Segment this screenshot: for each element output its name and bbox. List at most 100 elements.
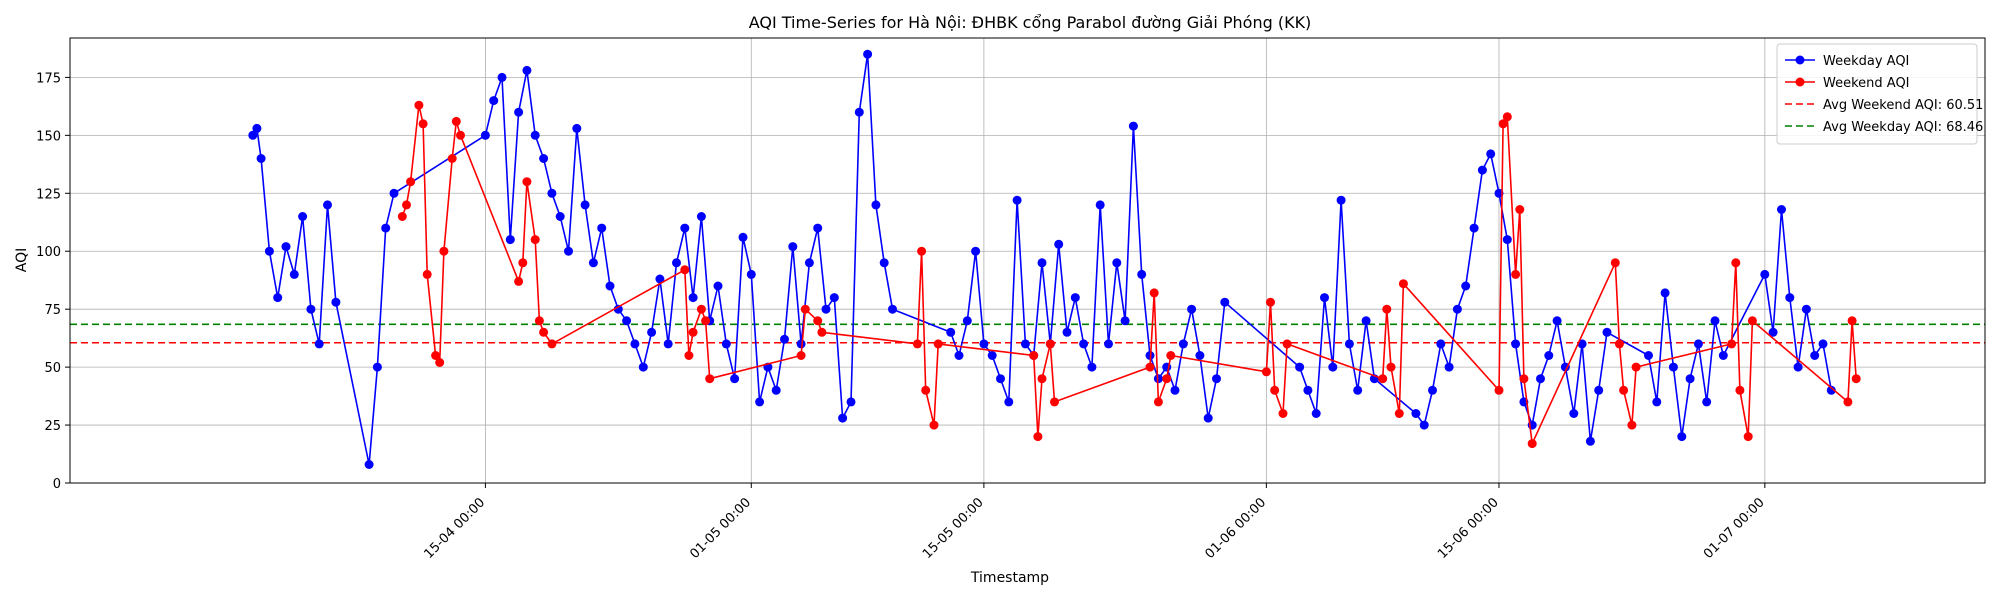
data-point bbox=[630, 339, 640, 349]
data-point bbox=[705, 374, 715, 384]
data-point bbox=[1149, 288, 1159, 298]
data-point bbox=[572, 123, 582, 133]
data-point bbox=[381, 223, 391, 233]
data-point bbox=[1847, 316, 1857, 326]
y-tick-label: 125 bbox=[36, 187, 61, 202]
data-point bbox=[1826, 385, 1836, 395]
data-point bbox=[613, 304, 623, 314]
data-point bbox=[1610, 258, 1620, 268]
data-point bbox=[888, 304, 897, 314]
data-point bbox=[248, 130, 258, 140]
data-point bbox=[954, 351, 964, 360]
data-point bbox=[800, 304, 810, 314]
data-point bbox=[1203, 413, 1213, 423]
data-point bbox=[1282, 339, 1292, 349]
data-point bbox=[1037, 374, 1047, 384]
data-point bbox=[281, 242, 291, 252]
data-point bbox=[688, 327, 698, 337]
data-point bbox=[402, 200, 411, 210]
x-tick-label: 15-04 00:00 bbox=[421, 495, 488, 562]
data-point bbox=[1386, 362, 1396, 372]
data-point bbox=[1112, 258, 1122, 268]
data-point bbox=[1436, 339, 1446, 349]
data-point bbox=[701, 316, 711, 326]
data-point bbox=[1178, 339, 1188, 349]
x-tick-label: 01-07 00:00 bbox=[1701, 495, 1768, 562]
data-point bbox=[505, 235, 515, 245]
data-point bbox=[804, 258, 814, 268]
data-point bbox=[1087, 362, 1097, 372]
data-point bbox=[1037, 258, 1047, 268]
data-point bbox=[1685, 374, 1695, 384]
y-tick-label: 175 bbox=[36, 71, 61, 86]
data-point bbox=[1519, 374, 1529, 384]
data-point bbox=[1361, 316, 1371, 326]
data-point bbox=[796, 351, 806, 360]
data-point bbox=[514, 107, 524, 117]
data-point bbox=[364, 460, 374, 469]
data-point bbox=[1544, 351, 1554, 360]
data-point bbox=[863, 49, 873, 59]
data-point bbox=[1162, 374, 1172, 384]
data-point bbox=[1212, 374, 1221, 384]
data-point bbox=[780, 334, 789, 344]
data-point bbox=[1145, 362, 1155, 372]
data-point bbox=[696, 304, 706, 314]
data-point bbox=[588, 258, 598, 268]
data-point bbox=[1278, 409, 1288, 418]
data-point bbox=[962, 316, 972, 326]
data-point bbox=[264, 246, 274, 256]
data-point bbox=[647, 327, 657, 337]
data-point bbox=[684, 351, 694, 360]
data-point bbox=[447, 154, 457, 163]
legend-item: Avg Weekend AQI: 60.51 bbox=[1785, 98, 1983, 113]
y-tick-label: 75 bbox=[44, 303, 61, 318]
data-point bbox=[1033, 432, 1043, 442]
data-point bbox=[672, 258, 681, 268]
data-point bbox=[1536, 374, 1545, 384]
data-point bbox=[273, 293, 283, 303]
data-point bbox=[655, 274, 665, 284]
data-point bbox=[1153, 374, 1163, 384]
data-point bbox=[929, 420, 939, 430]
data-point bbox=[555, 212, 565, 221]
data-point bbox=[979, 339, 989, 349]
data-point bbox=[1266, 297, 1275, 307]
data-point bbox=[539, 327, 549, 337]
data-point bbox=[1477, 165, 1487, 175]
data-point bbox=[1494, 385, 1504, 395]
data-point bbox=[1777, 205, 1786, 214]
y-tick-label: 25 bbox=[44, 419, 61, 434]
legend-label: Weekday AQI bbox=[1823, 54, 1909, 69]
data-point bbox=[1710, 316, 1720, 326]
data-point bbox=[489, 96, 499, 106]
data-point bbox=[518, 258, 528, 268]
data-point bbox=[530, 130, 540, 140]
data-point bbox=[1120, 316, 1130, 326]
data-point bbox=[680, 265, 690, 275]
data-point bbox=[1170, 385, 1180, 395]
data-point bbox=[1569, 409, 1579, 418]
data-point bbox=[1515, 205, 1525, 214]
data-point bbox=[688, 293, 698, 303]
data-point bbox=[1594, 385, 1604, 395]
data-point bbox=[1552, 316, 1562, 326]
legend: Weekday AQI Weekend AQI Avg Weekend AQI: 6… bbox=[1776, 43, 1983, 145]
data-point bbox=[912, 339, 922, 349]
y-tick-label: 50 bbox=[44, 361, 61, 376]
data-point bbox=[1486, 149, 1496, 159]
data-point bbox=[1382, 304, 1392, 314]
data-point bbox=[1419, 420, 1429, 430]
data-point bbox=[680, 223, 690, 233]
data-point bbox=[1353, 385, 1363, 395]
data-point bbox=[522, 65, 532, 75]
data-point bbox=[730, 374, 740, 384]
data-point bbox=[497, 72, 507, 82]
data-point bbox=[397, 212, 407, 221]
data-point bbox=[817, 327, 827, 337]
data-point bbox=[1398, 279, 1408, 289]
data-point bbox=[1261, 367, 1271, 377]
series-weekend-aqi bbox=[397, 100, 1861, 449]
